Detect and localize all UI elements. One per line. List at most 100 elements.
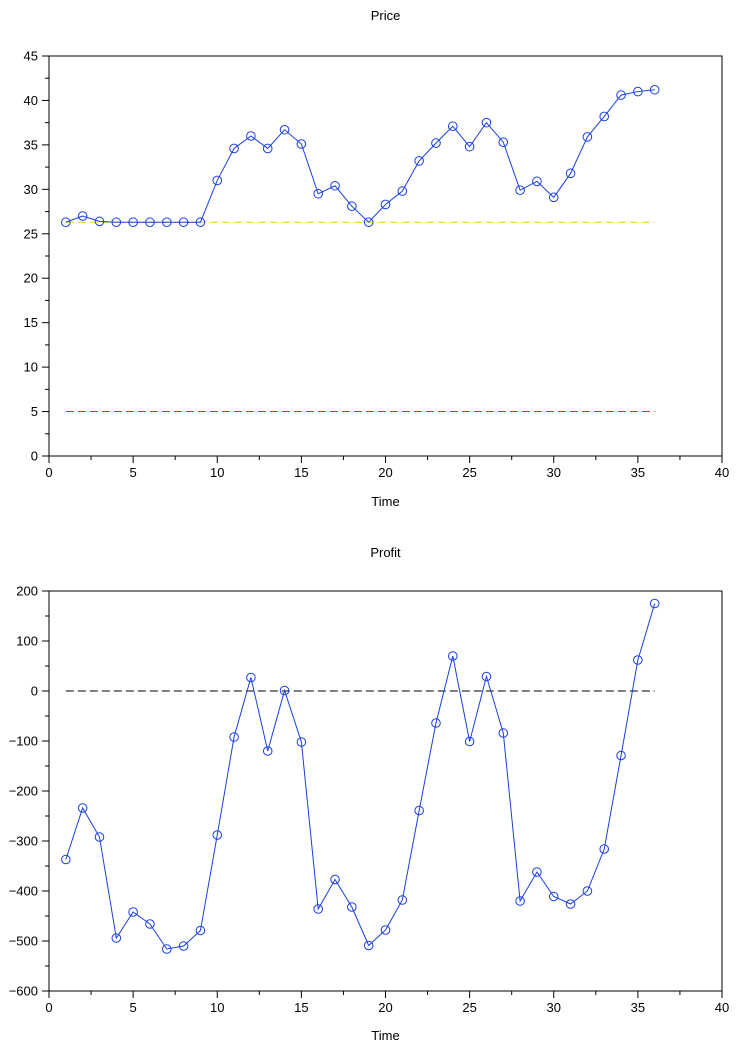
- price-data-point: [246, 131, 256, 141]
- price-data-point: [448, 121, 458, 132]
- price-y-tick-label: 0: [31, 449, 38, 464]
- profit-x-tick-label: 25: [462, 1000, 476, 1015]
- profit-x-tick-label: 5: [130, 1000, 137, 1015]
- price-data-point: [94, 216, 105, 227]
- price-y-tick-label: 15: [24, 315, 38, 330]
- profit-y-tick-label: −500: [9, 934, 38, 949]
- price-data-point: [649, 84, 660, 95]
- profit-data-point: [380, 925, 391, 935]
- profit-data-point: [431, 718, 441, 728]
- profit-data-point: [532, 867, 542, 877]
- profit-x-tick-label: 40: [715, 1000, 729, 1015]
- price-data-point: [599, 111, 610, 122]
- price-x-tick-label: 35: [631, 465, 645, 480]
- price-x-tick-label: 5: [130, 465, 137, 480]
- price-x-tick-label: 30: [547, 465, 561, 480]
- profit-data-point: [582, 886, 593, 896]
- profit-data-point: [94, 832, 105, 842]
- profit-data-point: [347, 902, 357, 912]
- price-data-point: [313, 188, 324, 199]
- profit-x-tick-label: 35: [631, 1000, 645, 1015]
- profit-x-tick-label: 20: [378, 1000, 392, 1015]
- profit-y-tick-label: −200: [9, 784, 38, 799]
- price-data-point: [481, 117, 492, 128]
- price-data-point: [380, 199, 391, 210]
- profit-data-point: [313, 904, 324, 914]
- profit-y-tick-label: 200: [16, 584, 38, 599]
- profit-data-point: [448, 651, 458, 661]
- price-data-point: [633, 86, 643, 97]
- price-y-tick-label: 25: [24, 226, 38, 241]
- profit-data-point: [161, 944, 172, 954]
- profit-data-point: [212, 830, 223, 840]
- price-data-point: [363, 217, 374, 228]
- profit-y-tick-label: 0: [31, 684, 38, 699]
- price-data-point: [195, 217, 206, 228]
- price-x-axis-label: Time: [371, 494, 399, 509]
- profit-y-tick-label: −100: [9, 734, 38, 749]
- price-y-tick-label: 5: [31, 404, 38, 419]
- price-data-point: [296, 139, 307, 149]
- price-chart-title: Price: [371, 8, 401, 23]
- profit-data-point: [296, 737, 307, 747]
- price-x-tick-label: 20: [378, 465, 392, 480]
- price-plot-frame: [48, 55, 723, 457]
- profit-data-point: [61, 854, 71, 865]
- profit-data-point: [481, 671, 492, 682]
- price-data-point: [464, 141, 475, 152]
- price-data-point: [431, 138, 441, 148]
- profit-x-tick-label: 30: [547, 1000, 561, 1015]
- price-data-point: [616, 90, 626, 100]
- profit-chart-title: Profit: [370, 545, 401, 560]
- price-data-point: [128, 217, 138, 228]
- profit-data-point: [77, 803, 88, 813]
- price-data-point: [414, 156, 424, 166]
- profit-data-point: [397, 895, 408, 905]
- price-x-tick-label: 0: [45, 465, 52, 480]
- price-data-point: [515, 185, 525, 196]
- profit-data-point: [246, 672, 256, 683]
- profit-data-point: [414, 805, 424, 816]
- profit-y-tick-label: −300: [9, 834, 38, 849]
- price-data-point: [61, 217, 71, 228]
- price-series-line: [65, 89, 655, 223]
- price-data-point: [77, 211, 88, 221]
- profit-x-tick-label: 0: [45, 1000, 52, 1015]
- profit-data-point: [178, 941, 189, 951]
- price-x-tick-label: 10: [210, 465, 224, 480]
- profit-data-point: [229, 732, 239, 742]
- price-data-point: [279, 124, 290, 135]
- profit-data-point: [195, 925, 206, 936]
- price-data-point: [111, 217, 122, 228]
- price-panel: Price Time 0 5 10 15 20 25 30 35 40 0 5 10 15 20 25 30 35 4…: [24, 8, 730, 509]
- price-x-tick-label: 15: [294, 465, 308, 480]
- price-data-point: [397, 186, 408, 196]
- price-y-tick-label: 40: [24, 93, 38, 108]
- price-data-point: [582, 132, 593, 142]
- profit-data-point: [279, 685, 290, 696]
- price-x-tick-label: 25: [462, 465, 476, 480]
- profit-panel: Profit Time 0 5 10 15 20 25 30 35 40 −600 −500 −400 −3…: [9, 545, 730, 1043]
- price-data-point: [498, 137, 509, 148]
- profit-series-line: [65, 603, 656, 950]
- profit-data-point: [515, 896, 525, 906]
- price-x-tick-label: 40: [715, 465, 729, 480]
- profit-data-point: [145, 919, 155, 929]
- profit-data-point: [262, 746, 273, 756]
- profit-data-point: [548, 891, 559, 902]
- price-data-point: [548, 192, 559, 203]
- profit-data-point: [111, 933, 122, 943]
- price-data-point: [145, 217, 155, 228]
- profit-plot-frame: [48, 590, 723, 992]
- profit-x-tick-label: 10: [210, 1000, 224, 1015]
- profit-data-point: [330, 874, 340, 885]
- profit-x-axis-label: Time: [371, 1028, 399, 1043]
- price-y-tick-label: 30: [24, 182, 38, 197]
- profit-data-point: [616, 750, 626, 761]
- profit-data-point: [633, 655, 643, 665]
- price-data-point: [347, 201, 357, 212]
- profit-data-point: [565, 899, 576, 909]
- price-y-tick-label: 20: [24, 271, 38, 286]
